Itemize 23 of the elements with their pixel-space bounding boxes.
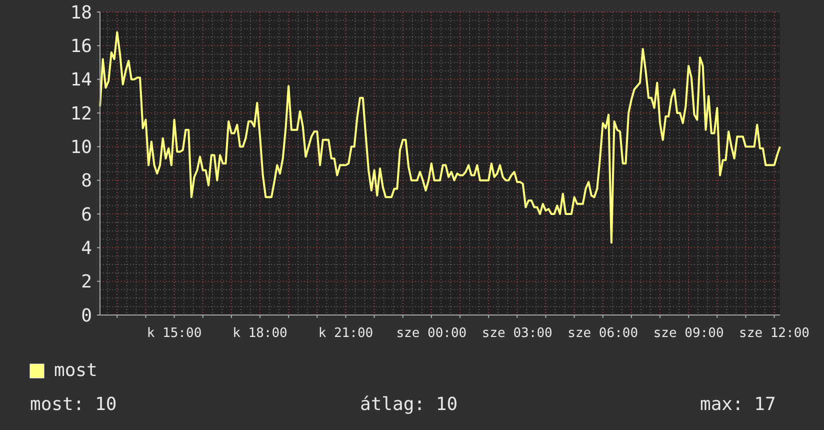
y-tick-label: 6: [81, 204, 92, 226]
x-tick-label: k 18:00: [232, 326, 288, 341]
y-tick-label: 0: [81, 305, 92, 326]
text: max: 17: [700, 394, 776, 415]
y-tick-label: 14: [70, 70, 92, 91]
y-tick-label: 10: [70, 136, 92, 158]
y-tick-label: 18: [70, 2, 92, 24]
y-tick-label: 16: [70, 36, 92, 57]
y-tick-label: 12: [70, 103, 92, 124]
y-tick-label: 4: [81, 238, 92, 259]
x-tick-label: sze 09:00: [653, 326, 724, 341]
line-series: [99, 31, 781, 244]
x-tick-label: k 21:00: [318, 326, 374, 341]
x-tick-label: sze 03:00: [482, 326, 552, 341]
x-tick-label: k 15:00: [146, 326, 202, 341]
y-tick-label: 2: [81, 272, 92, 293]
x-tick-label: sze 00:00: [396, 326, 467, 341]
text: átlag: 10: [360, 394, 458, 415]
text: most: 10: [30, 394, 117, 415]
legend-label: most: [54, 360, 98, 381]
x-tick-label: sze 06:00: [568, 326, 638, 341]
x-tick-label: sze 12:00: [739, 326, 810, 341]
y-tick-label: 8: [81, 170, 92, 192]
